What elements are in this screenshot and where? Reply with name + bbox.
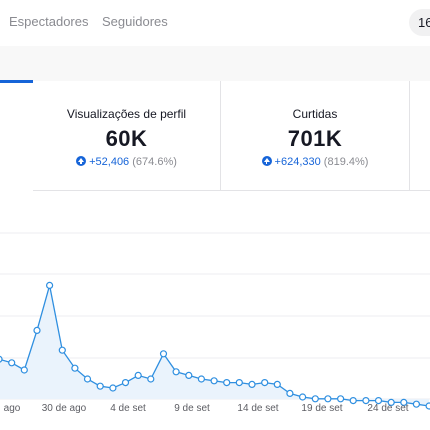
x-tick-label: 19 de set (301, 403, 342, 414)
data-point (337, 395, 345, 403)
active-metric-indicator (0, 80, 33, 83)
data-point (172, 368, 180, 376)
data-point (273, 380, 281, 388)
data-point (134, 371, 142, 379)
tab-viewers[interactable]: Espectadores (9, 14, 89, 29)
metric-change-absolute: +624,330 (274, 156, 321, 168)
data-point (425, 402, 430, 410)
data-point (20, 366, 28, 374)
metric-change-percent: (819.4%) (323, 156, 369, 168)
metric-cards: Visualizações de perfil 60K +52,406 (674… (0, 81, 430, 192)
top-bar: Espectadores Seguidores 16 (0, 0, 430, 46)
metric-change-percent: (674.6%) (132, 156, 177, 168)
metric-card-profile-views[interactable]: Visualizações de perfil 60K +52,406 (674… (33, 81, 221, 191)
data-point (248, 380, 256, 388)
metric-change-absolute: +52,406 (89, 156, 130, 168)
data-point (96, 382, 104, 390)
x-tick-label: 14 de set (237, 403, 278, 414)
x-tick-label: 24 de set (367, 403, 408, 414)
metric-label: Visualizações de perfil (66, 107, 187, 121)
tab-followers[interactable]: Seguidores (102, 14, 168, 29)
data-point (8, 359, 16, 367)
data-point (387, 398, 395, 406)
metric-card-next[interactable] (410, 81, 430, 191)
data-point (109, 384, 117, 392)
data-point (223, 379, 231, 387)
data-point (121, 379, 130, 387)
data-point (374, 397, 383, 405)
x-tick-label: 9 de set (174, 403, 210, 414)
metric-label: Curtidas (292, 107, 338, 121)
data-point (311, 395, 319, 403)
data-point (185, 371, 193, 379)
data-point (400, 398, 408, 406)
date-range-selector[interactable]: 16 (409, 9, 430, 36)
metric-tab-strip (0, 46, 430, 82)
data-point (261, 379, 269, 387)
data-point (324, 395, 332, 403)
data-point (159, 350, 168, 358)
x-tick-label: 4 de set (110, 403, 146, 414)
data-point (286, 389, 294, 397)
data-point (83, 375, 92, 383)
data-point (362, 397, 370, 405)
metric-value: 60K (105, 126, 148, 151)
data-point (45, 281, 54, 290)
metric-change: +52,406 (674.6%) (33, 156, 220, 168)
x-tick-label: ago (4, 403, 21, 414)
chart-area-fill (0, 285, 430, 406)
data-point (147, 375, 155, 383)
trend-chart-svg: ago 30 de ago 4 de set 9 de set 14 de set 19 … (0, 232, 430, 414)
data-point (299, 393, 307, 401)
metric-change: +624,330 (819.4%) (221, 156, 409, 168)
trend-chart: ago 30 de ago 4 de set 9 de set 14 de set 19 … (0, 225, 430, 430)
data-point (412, 400, 420, 408)
data-point (0, 355, 3, 363)
data-point (58, 346, 66, 354)
data-point (33, 326, 41, 335)
arrow-up-icon (76, 156, 87, 166)
data-point (349, 397, 357, 405)
data-point (71, 364, 79, 372)
x-tick-label: 30 de ago (42, 403, 87, 414)
metric-value: 701K (287, 126, 343, 151)
data-point (197, 375, 205, 383)
arrow-up-icon (261, 156, 272, 166)
data-point (235, 379, 243, 387)
metric-card-likes[interactable]: Curtidas 701K +624,330 (819.4%) (221, 81, 410, 191)
data-point (210, 377, 218, 385)
